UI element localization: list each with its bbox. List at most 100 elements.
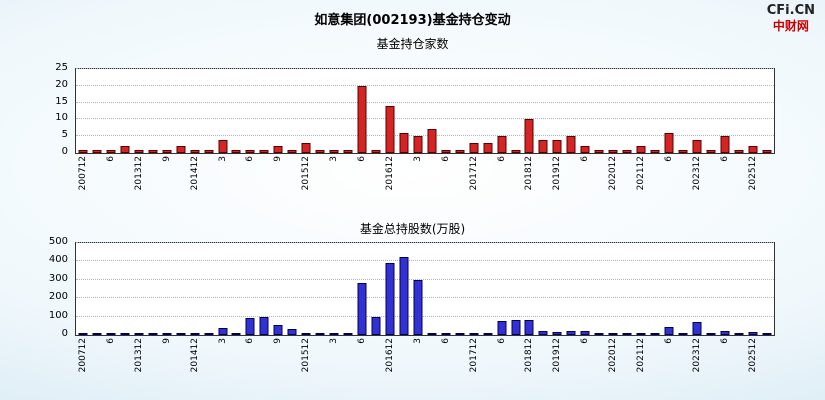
bar-slot: 202112 — [634, 69, 648, 190]
bar-slot — [676, 243, 690, 335]
bar-slot — [146, 69, 160, 153]
x-tick-label: 6 — [496, 338, 507, 344]
bar-slot: 201612 — [383, 243, 397, 372]
x-tick-label: 201512 — [301, 156, 312, 191]
bar — [692, 139, 702, 153]
bar-series: 200712 6 201312 9 201412 3 6 9 201512 3 6 201612 3 6 2… — [76, 243, 774, 372]
x-tick-label: 201812 — [524, 338, 535, 373]
x-tick-label: 201612 — [384, 156, 395, 191]
bar — [371, 316, 381, 335]
bar-slot — [760, 243, 774, 335]
bar — [190, 333, 200, 335]
y-tick-label: 15 — [55, 95, 68, 107]
bar-slot — [620, 243, 634, 335]
bar — [329, 149, 339, 153]
bar — [176, 146, 186, 153]
bar-slot: 202012 — [606, 69, 620, 190]
funds-count-y-axis: 0 5 10 15 20 25 — [30, 63, 72, 157]
bar-slot: 201412 — [188, 243, 202, 372]
bar — [483, 142, 493, 153]
zhongcai-logo-text: 中财网 — [772, 19, 809, 34]
bar-slot: 202012 — [606, 243, 620, 372]
bar — [190, 149, 200, 153]
x-tick-label: 6 — [719, 338, 730, 344]
bar — [538, 139, 548, 153]
bar-slot — [564, 69, 578, 153]
bar-slot — [174, 243, 188, 335]
bar — [343, 333, 353, 335]
total-shares-plot-area: 200712 6 201312 9 201412 3 6 9 201512 3 6 201612 3 6 2… — [75, 242, 775, 372]
y-tick-label: 0 — [61, 146, 68, 157]
bar-slot: 201712 — [467, 243, 481, 372]
y-tick-label: 0 — [61, 328, 68, 339]
bar — [413, 136, 423, 153]
x-tick-label: 6 — [580, 156, 591, 162]
x-tick-label: 6 — [245, 338, 256, 344]
bar — [92, 333, 102, 335]
bar-slot: 202112 — [634, 243, 648, 372]
x-tick-label: 201512 — [301, 338, 312, 373]
x-tick-label: 6 — [357, 338, 368, 344]
x-tick-label: 201312 — [133, 156, 144, 191]
bar-slot: 3 — [327, 243, 341, 344]
bar — [455, 333, 465, 335]
bar — [78, 149, 88, 153]
bar — [511, 149, 521, 153]
bar-slot: 3 — [411, 243, 425, 344]
bar-slot — [146, 243, 160, 335]
x-tick-label: 202512 — [747, 156, 758, 191]
y-tick-label: 25 — [55, 62, 68, 73]
bar-slot: 6 — [355, 69, 369, 162]
x-tick-label: 3 — [329, 338, 340, 344]
bar — [301, 142, 311, 153]
y-tick-label: 20 — [55, 78, 68, 90]
x-tick-label: 3 — [412, 156, 423, 162]
bar — [608, 149, 618, 153]
bar — [441, 333, 451, 335]
gridline — [76, 315, 774, 317]
bar — [650, 333, 660, 335]
bar-slot: 6 — [578, 69, 592, 162]
funds-count-plot-area: 200712 6 201312 9 201412 3 6 9 201512 3 6 201612 3 6 2… — [75, 68, 775, 190]
y-tick-label: 100 — [48, 309, 68, 321]
bar — [706, 333, 716, 335]
bar-slot — [118, 69, 132, 153]
bar — [231, 333, 241, 335]
bar — [524, 320, 534, 335]
bar — [259, 316, 269, 335]
bar-slot — [313, 69, 327, 153]
x-tick-label: 201312 — [133, 338, 144, 373]
bar — [134, 149, 144, 153]
bar — [734, 333, 744, 335]
x-tick-label: 6 — [664, 338, 674, 344]
x-tick-label: 6 — [496, 156, 507, 162]
bar-slot — [229, 69, 243, 153]
bar-slot — [509, 243, 523, 335]
bar-slot: 3 — [216, 243, 230, 344]
bar — [524, 119, 534, 153]
x-tick-label: 200712 — [77, 156, 88, 191]
bar-slot: 201912 — [550, 243, 564, 372]
bar — [231, 149, 241, 153]
gridline — [76, 260, 774, 262]
x-tick-label: 9 — [161, 338, 172, 344]
bar-slot — [760, 69, 774, 153]
bar — [469, 142, 479, 153]
bar — [259, 149, 269, 153]
bar — [566, 331, 576, 335]
bar — [622, 149, 632, 153]
bar-slot — [536, 69, 550, 153]
bar-slot — [257, 69, 271, 153]
bar-slot: 201712 — [467, 69, 481, 190]
bar — [148, 333, 158, 335]
bar — [399, 256, 409, 335]
bar-slot — [481, 69, 495, 153]
funds-count-chart-title: 基金持仓家数 — [376, 37, 449, 51]
bar — [162, 333, 172, 335]
bar-slot: 201612 — [383, 69, 397, 190]
bar — [720, 331, 730, 335]
bar — [427, 333, 437, 335]
x-tick-label: 201412 — [189, 338, 200, 373]
bar-slot — [648, 69, 662, 153]
